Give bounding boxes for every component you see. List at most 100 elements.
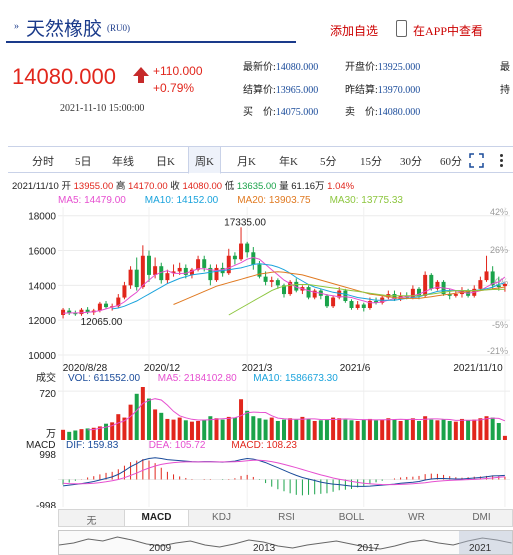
volume-bar: [91, 427, 96, 440]
period-tab[interactable]: 60分: [440, 156, 462, 168]
volume-bar: [423, 416, 428, 440]
ohlc-info-value: 1.04%: [327, 181, 354, 192]
candle-body: [484, 271, 489, 281]
candle-body: [343, 290, 348, 302]
candle-body: [189, 269, 194, 275]
ohlc-info-value: 高: [113, 180, 128, 192]
phone-icon: [396, 20, 407, 37]
candle-body: [128, 269, 133, 286]
volume-bar: [196, 420, 201, 440]
volume-bar: [398, 420, 403, 440]
volume-bar: [312, 420, 317, 440]
quote-field-label: 买 价:: [243, 107, 276, 118]
candle-body: [97, 303, 102, 311]
ma-line-ma5: [63, 256, 506, 314]
ohlc-info-line: 2021/11/10 开 13955.00 高 14170.00 收 14080…: [12, 180, 355, 192]
candle-body: [208, 267, 213, 281]
period-tab[interactable]: 5日: [75, 156, 92, 168]
timeline-navigator[interactable]: 2009 2013 2017 2021: [58, 530, 513, 555]
candle-body: [79, 309, 84, 315]
quote-field-label: 持: [500, 85, 510, 96]
period-tab[interactable]: 15分: [360, 156, 382, 168]
volume-bar: [110, 422, 115, 440]
candle-body: [392, 294, 397, 300]
volume-bar: [386, 418, 391, 440]
period-tab[interactable]: 分时: [32, 156, 54, 168]
ma-line-ma20: [173, 271, 505, 305]
period-tab[interactable]: 日K: [156, 156, 175, 168]
candle-body: [202, 259, 207, 268]
kline-chart[interactable]: 2021/11/10 开 13955.00 高 14170.00 收 14080…: [0, 175, 513, 508]
volume-bar: [349, 420, 354, 440]
max-price-label: 17335.00: [224, 217, 266, 228]
period-tab[interactable]: 30分: [400, 156, 422, 168]
timeline-selection-window[interactable]: [459, 531, 512, 554]
indicator-tab[interactable]: BOLL: [338, 512, 365, 523]
candle-body: [104, 303, 109, 308]
date-axis-label: 2020/8/28: [63, 363, 108, 374]
indicator-tab[interactable]: 无: [86, 516, 97, 527]
volume-bar: [282, 419, 286, 440]
macd-title: MACD: [26, 440, 55, 451]
period-tab[interactable]: 年K: [279, 156, 298, 168]
volume-bar: [441, 419, 446, 440]
macd-axis-label: -998: [36, 501, 56, 508]
instrument-code: (RU0): [107, 23, 130, 33]
period-tab[interactable]: 5分: [320, 156, 337, 168]
period-tab[interactable]: 周K: [188, 147, 221, 174]
volume-bar: [177, 417, 182, 440]
last-price: 14080.000: [12, 64, 116, 89]
pct-axis-label: -21%: [487, 346, 508, 356]
candle-body: [331, 297, 336, 307]
candle-body: [226, 255, 231, 274]
candle-body: [502, 283, 507, 287]
quote-field-label: 昨结算:: [345, 85, 378, 96]
period-tab[interactable]: 年线: [112, 156, 134, 168]
ma-legend-item: MA10: 14152.00: [145, 195, 219, 206]
macd-dea-line: [63, 459, 505, 486]
candle-body: [306, 287, 311, 298]
volume-bar: [367, 418, 372, 440]
candle-body: [116, 297, 121, 307]
min-price-label: 12065.00: [81, 317, 123, 328]
volume-bar: [478, 418, 483, 440]
quote-field-label: 最: [500, 62, 510, 73]
volume-bar: [294, 419, 299, 440]
volume-bar: [269, 417, 274, 440]
period-tab[interactable]: 月K: [237, 156, 256, 168]
volume-bar: [232, 417, 237, 440]
candle-body: [61, 309, 66, 315]
candle-body: [324, 295, 329, 307]
indicator-tab[interactable]: DMI: [472, 512, 491, 523]
ohlc-info-value: 收: [168, 180, 183, 192]
candle-body: [423, 274, 428, 296]
volume-bar: [116, 414, 121, 440]
quote-field: 持: [500, 81, 510, 96]
quote-field-label: 最新价:: [243, 62, 276, 73]
add-to-watchlist-link[interactable]: 添加自选: [330, 24, 379, 38]
volume-bar: [324, 419, 329, 440]
quote-field: 昨结算:13970.000: [345, 81, 420, 96]
volume-legend-item: MA10: 1586673.30: [253, 373, 338, 384]
quote-field-value: 14080.000: [377, 107, 421, 118]
indicator-tab[interactable]: WR: [408, 512, 425, 523]
candle-body: [171, 271, 176, 274]
open-in-app-link[interactable]: 在APP中查看: [413, 24, 484, 38]
fullscreen-icon[interactable]: [469, 153, 484, 168]
title-underline: [6, 41, 296, 43]
indicator-tab[interactable]: KDJ: [212, 512, 231, 523]
candle-body: [232, 255, 237, 260]
indicator-tab[interactable]: RSI: [278, 512, 295, 523]
volume-bar: [79, 429, 84, 440]
candle-body: [410, 288, 415, 298]
macd-legend-item: DEA: 105.72: [149, 440, 206, 451]
more-options-icon[interactable]: [500, 152, 506, 169]
volume-bar: [245, 410, 250, 440]
volume-bar: [128, 404, 133, 440]
candle-body: [275, 280, 280, 286]
indicator-tab[interactable]: MACD: [124, 510, 189, 526]
volume-bar: [239, 399, 244, 440]
volume-bar: [104, 423, 109, 440]
candle-body: [435, 281, 440, 289]
volume-bar: [496, 423, 501, 440]
